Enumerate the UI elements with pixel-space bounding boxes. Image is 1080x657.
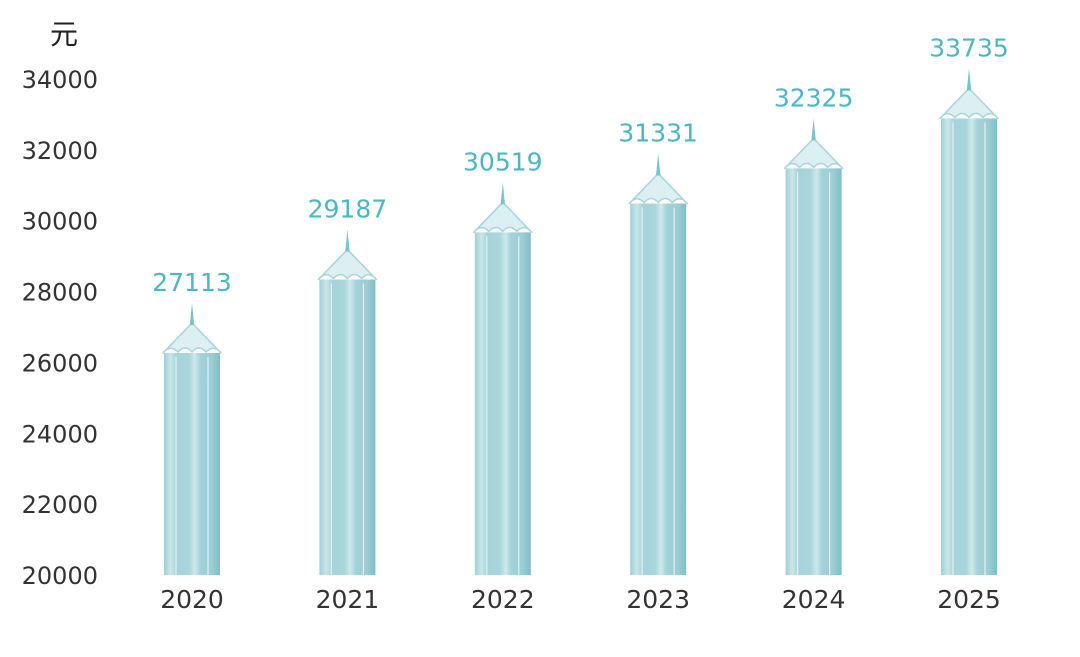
y-tick-label: 22000 [22,491,98,519]
y-tick-label: 26000 [22,349,98,377]
x-tick-label: 2020 [160,585,224,614]
data-label: 27113 [152,268,232,297]
data-label: 29187 [308,195,388,224]
x-axis: 2020 2021 2022 2023 2024 2025 [160,585,1001,614]
x-tick-label: 2023 [626,585,690,614]
y-tick-label: 34000 [22,66,98,94]
pencil-bar: 29187 [308,195,388,575]
pencil-bar: 30519 [463,147,543,576]
x-tick-label: 2024 [782,585,846,614]
data-label: 32325 [774,83,854,112]
x-tick-label: 2021 [316,585,380,614]
pencil-bar: 32325 [774,83,854,576]
data-label: 31331 [618,119,698,148]
y-axis: 20000 22000 24000 26000 28000 30000 32000 34000 [22,66,98,590]
bars: 27113 29187 30519 31331 32325 33735 [152,33,1009,576]
data-label: 30519 [463,147,543,176]
data-label: 33735 [929,33,1009,62]
y-unit-label: 元 [50,18,78,51]
y-tick-label: 32000 [22,137,98,165]
y-tick-label: 20000 [22,562,98,590]
x-tick-label: 2022 [471,585,535,614]
pencil-bar: 33735 [929,33,1009,575]
y-tick-label: 30000 [22,208,98,236]
pencil-bar: 31331 [618,119,698,576]
y-tick-label: 28000 [22,279,98,307]
y-tick-label: 24000 [22,420,98,448]
pencil-bar: 27113 [152,268,232,575]
x-tick-label: 2025 [937,585,1001,614]
